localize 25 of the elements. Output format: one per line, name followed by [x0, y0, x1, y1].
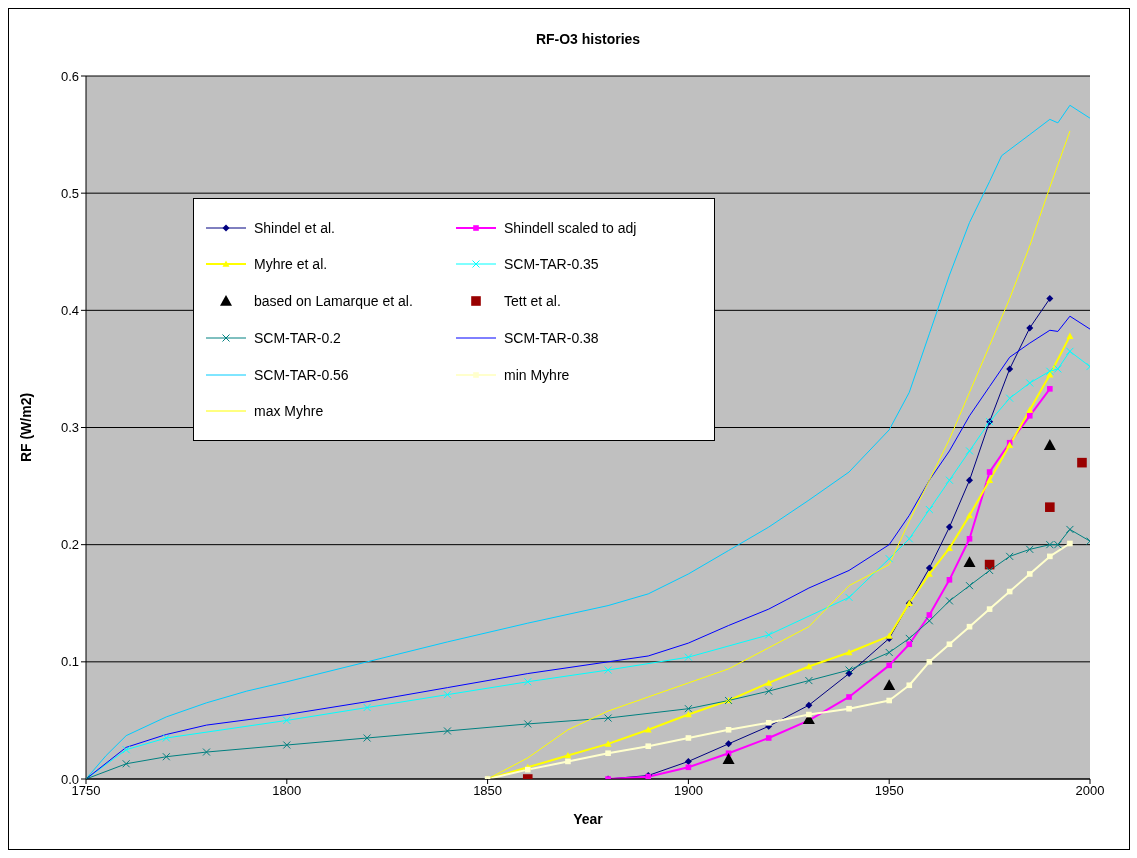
x-tick-label: 1950 [874, 783, 904, 799]
legend-label: SCM-TAR-0.56 [254, 366, 349, 383]
legend-label: SCM-TAR-0.2 [254, 329, 341, 346]
x-tick-label: 1850 [473, 783, 503, 799]
y-tick-label: 0.5 [60, 185, 79, 201]
legend-label: based on Lamarque et al. [254, 293, 413, 310]
y-tick-label: 0.2 [60, 537, 79, 553]
legend-label: max Myhre [254, 403, 324, 420]
legend-label: min Myhre [504, 366, 570, 383]
legend-label: Shindell scaled to adj [504, 219, 637, 236]
y-tick-label: 0.1 [60, 654, 79, 670]
x-tick-label: 1800 [272, 783, 302, 799]
chart-title: RF-O3 histories [534, 31, 642, 47]
legend-label: SCM-TAR-0.38 [504, 329, 599, 346]
legend-label: Tett et al. [504, 293, 561, 310]
legend-label: SCM-TAR-0.35 [504, 256, 599, 273]
x-tick-label: 2000 [1075, 783, 1105, 799]
x-axis-title: Year [573, 811, 604, 827]
y-axis-title: RF (W/m2) [17, 392, 34, 463]
legend-label: Shindel et al. [254, 219, 335, 236]
legend-label: Myhre et al. [254, 256, 328, 273]
y-tick-label: 0.3 [60, 420, 79, 436]
x-tick-label: 1900 [673, 783, 703, 799]
y-tick-label: 0.6 [60, 68, 79, 84]
y-tick-label: 0.4 [60, 302, 79, 318]
